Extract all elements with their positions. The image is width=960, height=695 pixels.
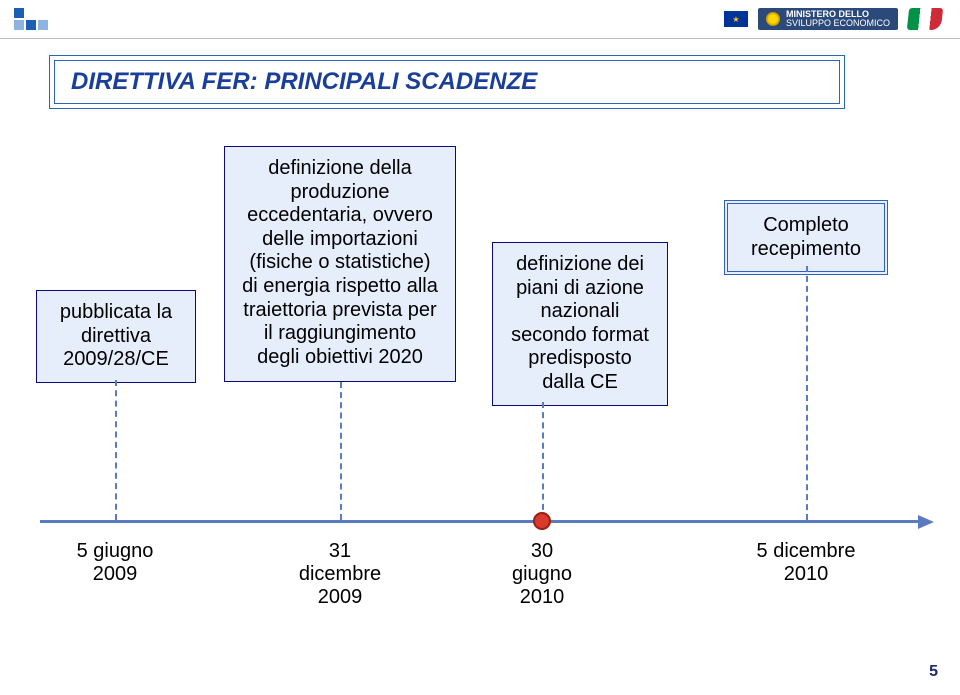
box-line: recepimento bbox=[738, 238, 874, 262]
header-rule bbox=[0, 38, 960, 39]
box-completo: Completorecepimento bbox=[724, 200, 888, 275]
box-line: nazionali bbox=[503, 300, 657, 324]
eu-flag-icon: ★ bbox=[724, 11, 748, 27]
box-line: secondo format bbox=[503, 324, 657, 348]
italy-emblem-icon bbox=[766, 12, 780, 26]
logo-sq bbox=[26, 8, 36, 18]
box-line: eccedentaria, ovvero bbox=[235, 204, 445, 228]
timeline-label-line: 5 dicembre bbox=[757, 540, 856, 563]
logo-sq bbox=[14, 20, 24, 30]
header-band: ★ MINISTERO DELLO SVILUPPO ECONOMICO bbox=[0, 0, 960, 38]
timeline-marker bbox=[533, 512, 551, 530]
italy-flag-icon bbox=[907, 8, 943, 30]
box-line: definizione della bbox=[235, 157, 445, 181]
timeline-label-line: 30 bbox=[512, 540, 572, 563]
box-line: traiettoria prevista per bbox=[235, 299, 445, 323]
timeline-label-pubblicata: 5 giugno2009 bbox=[77, 540, 154, 586]
slide-title: DIRETTIVA FER: PRINCIPALI SCADENZE bbox=[71, 68, 537, 96]
header-right: ★ MINISTERO DELLO SVILUPPO ECONOMICO bbox=[724, 8, 942, 31]
box-line: direttiva bbox=[47, 325, 185, 349]
slide-title-frame: DIRETTIVA FER: PRINCIPALI SCADENZE bbox=[54, 60, 840, 104]
timeline-label-line: 2009 bbox=[299, 586, 381, 609]
timeline-axis bbox=[40, 520, 920, 523]
timeline-label-completo: 5 dicembre2010 bbox=[757, 540, 856, 586]
logo-sq bbox=[38, 8, 48, 18]
connector-pubblicata bbox=[115, 380, 117, 520]
box-definizione-produzione: definizione dellaproduzioneeccedentaria,… bbox=[224, 146, 456, 382]
timeline-label-definizione-produzione: 31dicembre2009 bbox=[299, 540, 381, 609]
ministry-text: MINISTERO DELLO SVILUPPO ECONOMICO bbox=[786, 10, 890, 29]
logo-sq bbox=[14, 8, 24, 18]
timeline-label-line: 31 bbox=[299, 540, 381, 563]
timeline-label-line: 2010 bbox=[757, 563, 856, 586]
header-logo-left bbox=[14, 8, 48, 30]
ministry-line2: SVILUPPO ECONOMICO bbox=[786, 19, 890, 28]
timeline-label-line: 2009 bbox=[77, 563, 154, 586]
timeline-label-line: 2010 bbox=[512, 586, 572, 609]
box-line: (fisiche o statistiche) bbox=[235, 251, 445, 275]
timeline-label-line: dicembre bbox=[299, 563, 381, 586]
timeline-label-definizione-piani: 30giugno2010 bbox=[512, 540, 572, 609]
logo-sq bbox=[38, 20, 48, 30]
connector-definizione-piani bbox=[542, 402, 544, 520]
box-line: Completo bbox=[738, 214, 874, 238]
box-line: il raggiungimento bbox=[235, 322, 445, 346]
box-definizione-piani: definizione deipiani di azionenazionalis… bbox=[492, 242, 668, 406]
box-line: delle importazioni bbox=[235, 228, 445, 252]
timeline-label-line: giugno bbox=[512, 563, 572, 586]
box-line: definizione dei bbox=[503, 253, 657, 277]
box-pubblicata: pubblicata ladirettiva2009/28/CE bbox=[36, 290, 196, 383]
box-line: 2009/28/CE bbox=[47, 348, 185, 372]
timeline-label-line: 5 giugno bbox=[77, 540, 154, 563]
connector-completo bbox=[806, 266, 808, 520]
logo-sq bbox=[26, 20, 36, 30]
box-line: pubblicata la bbox=[47, 301, 185, 325]
box-line: predisposto bbox=[503, 347, 657, 371]
box-line: di energia rispetto alla bbox=[235, 275, 445, 299]
connector-definizione-produzione bbox=[340, 382, 342, 520]
box-line: degli obiettivi 2020 bbox=[235, 346, 445, 370]
page-number: 5 bbox=[929, 663, 938, 681]
box-line: dalla CE bbox=[503, 371, 657, 395]
box-line: piani di azione bbox=[503, 277, 657, 301]
box-line: produzione bbox=[235, 181, 445, 205]
ministry-block: MINISTERO DELLO SVILUPPO ECONOMICO bbox=[758, 8, 898, 31]
